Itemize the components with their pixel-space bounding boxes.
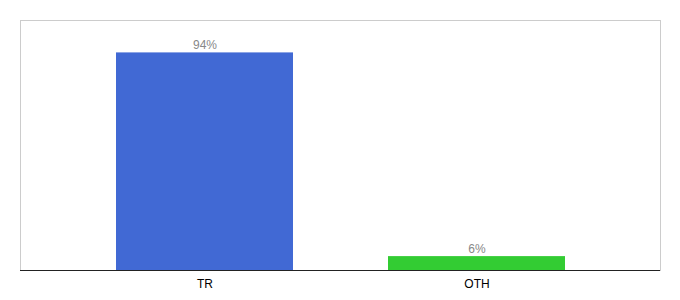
- svg-text:OTH: OTH: [464, 277, 489, 291]
- svg-text:6%: 6%: [468, 242, 486, 256]
- svg-text:TR: TR: [197, 277, 213, 291]
- svg-text:94%: 94%: [193, 38, 217, 52]
